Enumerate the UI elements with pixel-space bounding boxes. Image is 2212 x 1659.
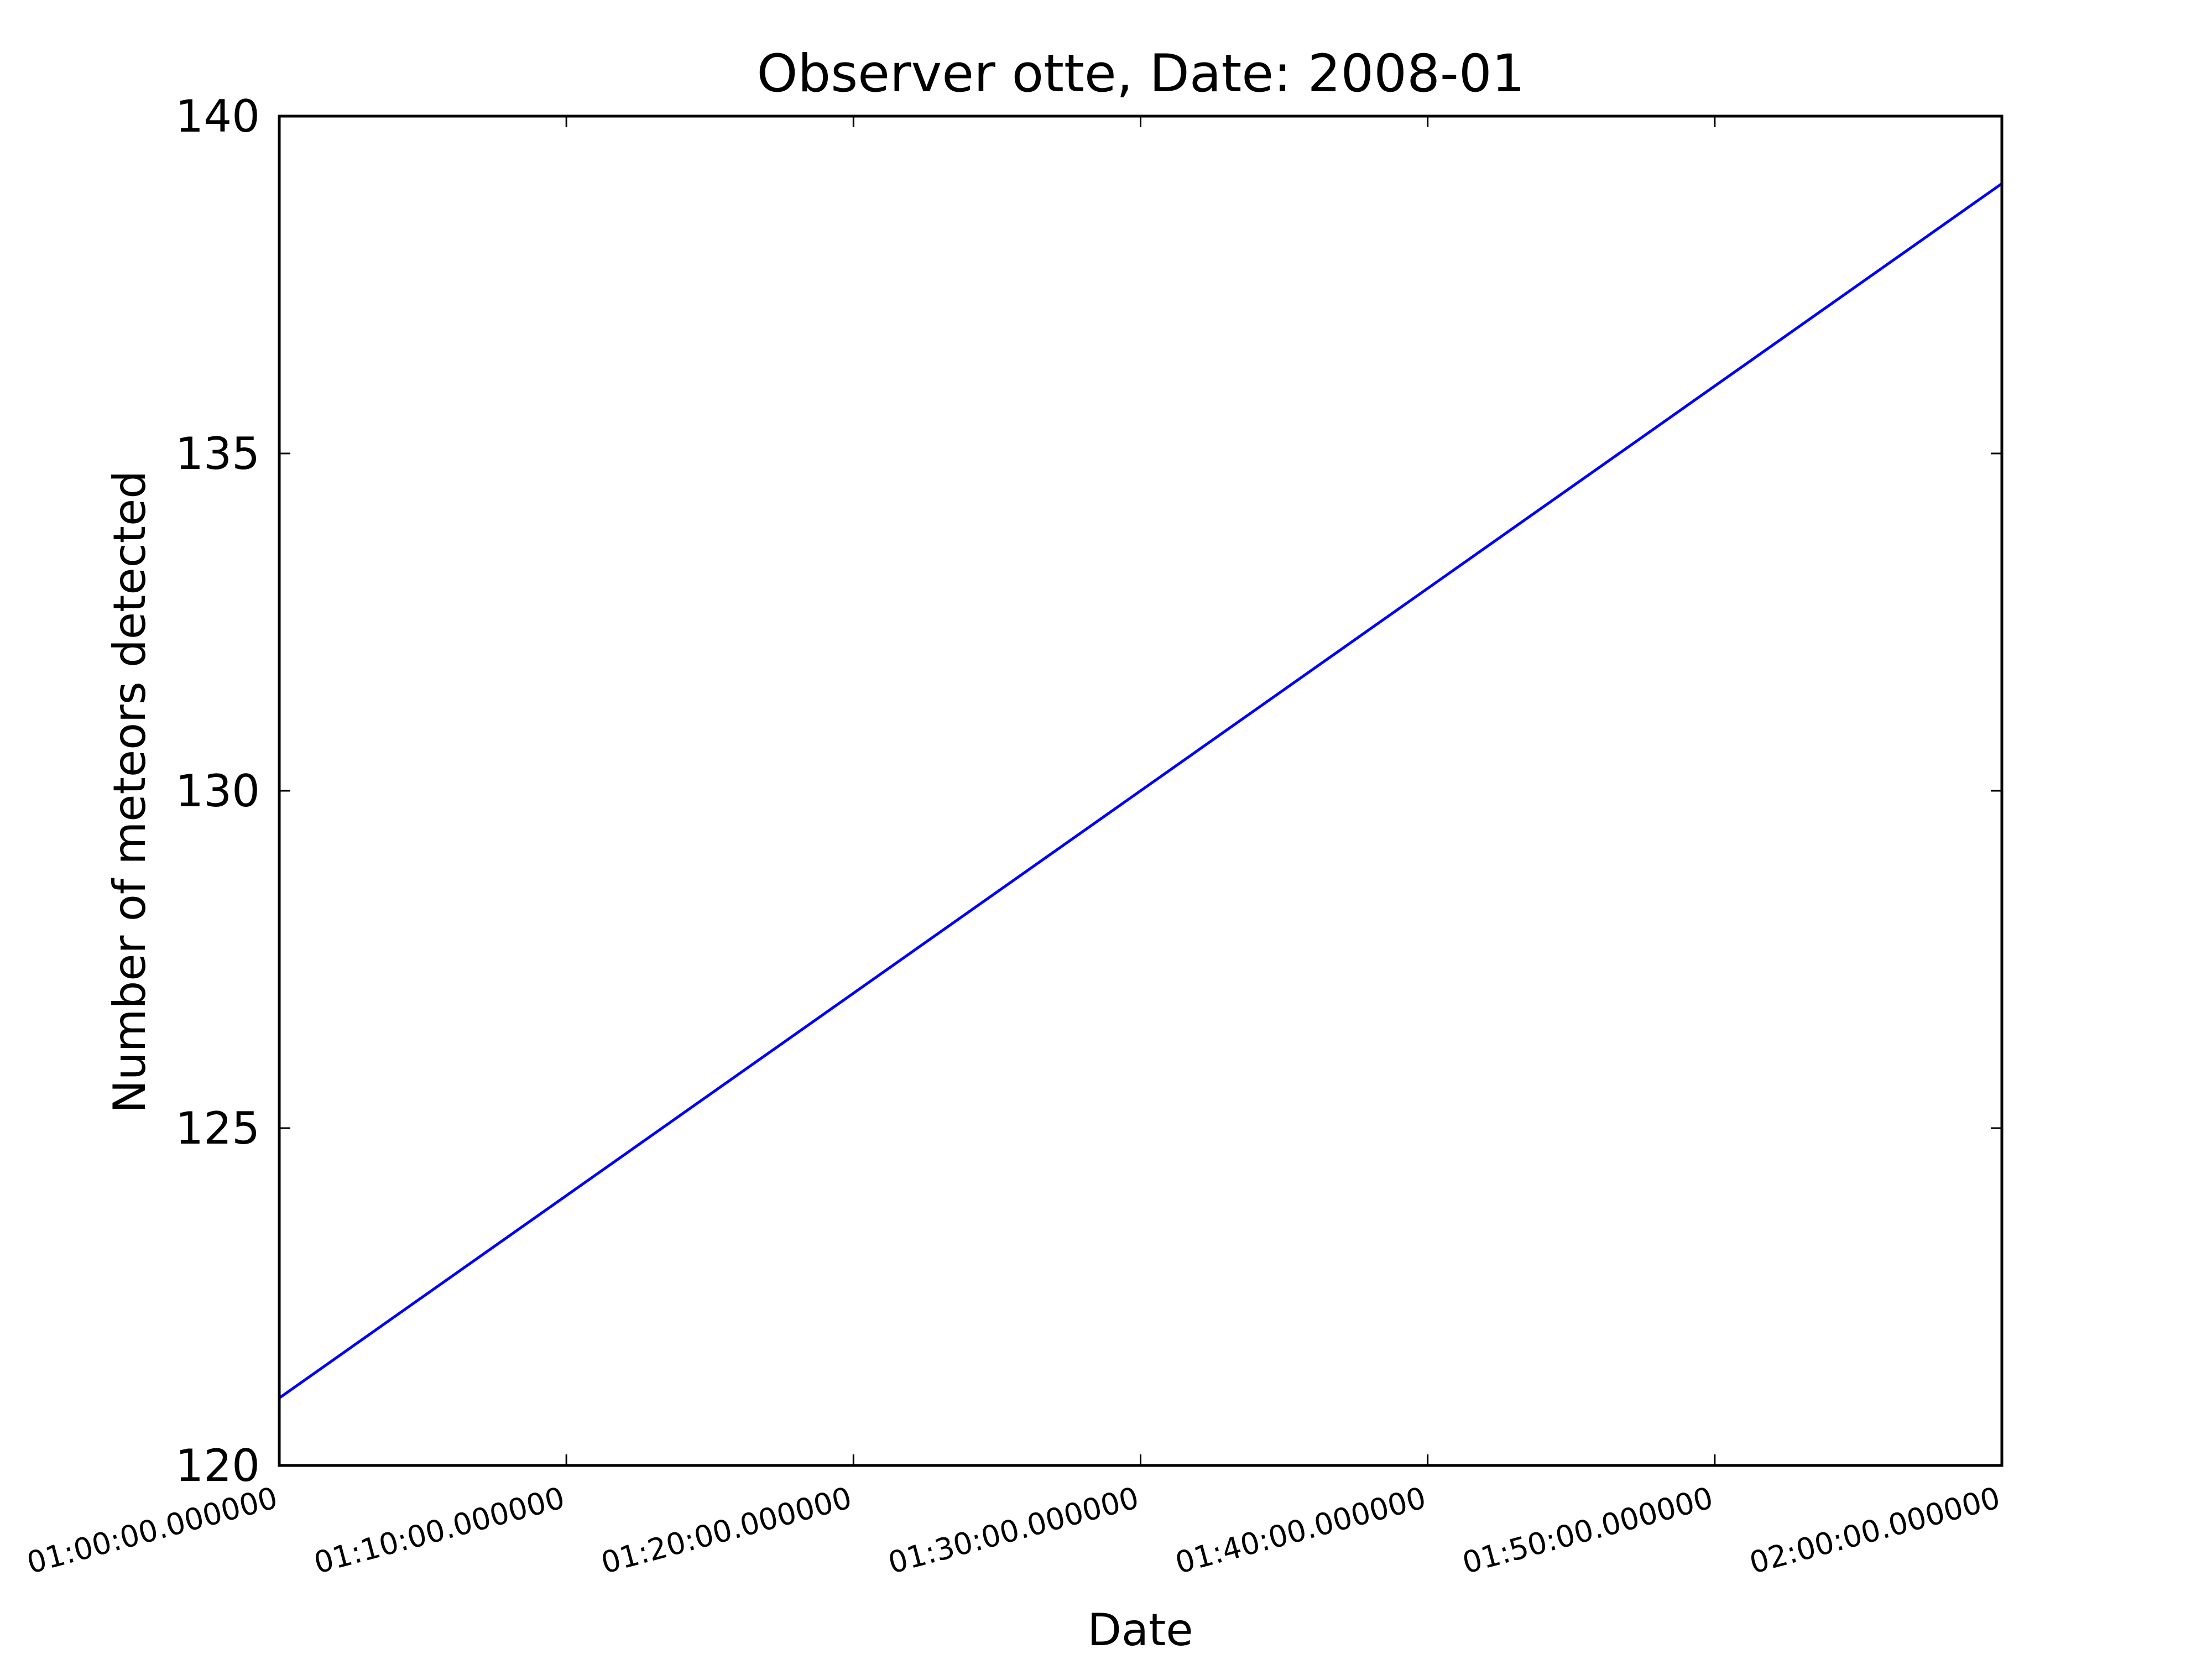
y-axis-label: Number of meteors detected (104, 471, 155, 1113)
y-tick-label: 140 (175, 91, 260, 142)
plot-frame (278, 114, 2004, 1467)
y-tick-label: 120 (175, 1440, 260, 1491)
series-layer (278, 182, 2003, 1400)
chart-title: Observer otte, Date: 2008-01 (757, 44, 1525, 104)
y-tick-label: 130 (175, 765, 260, 817)
y-tick-label: 125 (175, 1103, 260, 1154)
series-line (278, 182, 2003, 1400)
x-axis-label: Date (1087, 1604, 1193, 1656)
y-tick-label: 135 (175, 428, 260, 479)
